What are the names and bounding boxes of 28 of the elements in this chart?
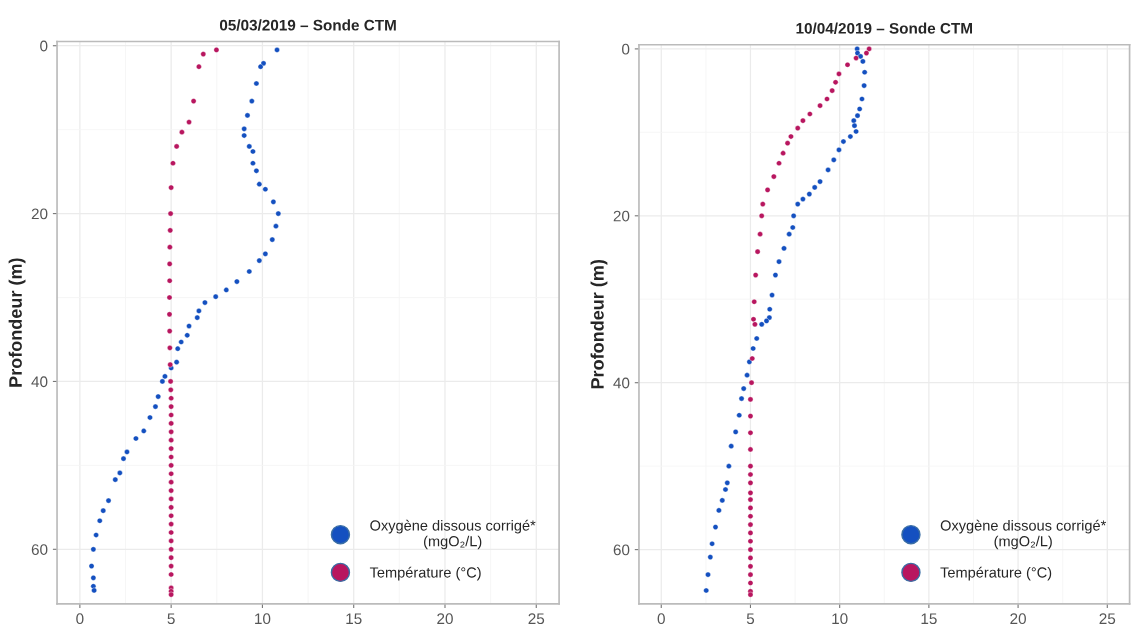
x-tick-label: 10 — [832, 613, 848, 625]
x-tick-label: 5 — [167, 613, 175, 625]
y-axis-title: Profondeur (m) — [590, 259, 608, 389]
chart-title: 10/04/2019 – Sonde CTM — [796, 22, 972, 34]
y-tick-label: 20 — [31, 208, 48, 220]
y-axis-title: Profondeur (m) — [8, 258, 26, 387]
y-tick-label: 20 — [613, 210, 630, 222]
x-tick-label: 15 — [921, 613, 937, 625]
legend-label: Oxygène dissous corrigé* (mgO₂/L) — [940, 519, 1107, 550]
y-tick-label: 60 — [31, 544, 48, 555]
x-tick-label: 20 — [1010, 613, 1026, 625]
x-tick-label: 10 — [255, 613, 271, 625]
y-tick-label: 0 — [40, 40, 48, 52]
legend-label: Oxygène dissous corrigé* (mgO₂/L) — [370, 519, 536, 550]
x-tick-label: 15 — [346, 613, 362, 625]
y-tick-label: 40 — [31, 376, 48, 388]
x-tick-label: 0 — [76, 613, 84, 625]
x-tick-label: 25 — [528, 613, 545, 625]
x-tick-label: 25 — [1099, 613, 1116, 625]
legend-label: Température (°C) — [940, 566, 1052, 581]
x-tick-label: 20 — [437, 613, 453, 625]
legend-label: Température (°C) — [369, 566, 481, 581]
x-tick-label: 0 — [657, 613, 665, 625]
chart-title: 05/03/2019 – Sonde CTM — [219, 19, 396, 31]
y-tick-label: 0 — [622, 43, 630, 55]
y-tick-label: 60 — [613, 544, 630, 556]
x-tick-label: 5 — [746, 613, 755, 625]
y-tick-label: 40 — [613, 377, 630, 389]
